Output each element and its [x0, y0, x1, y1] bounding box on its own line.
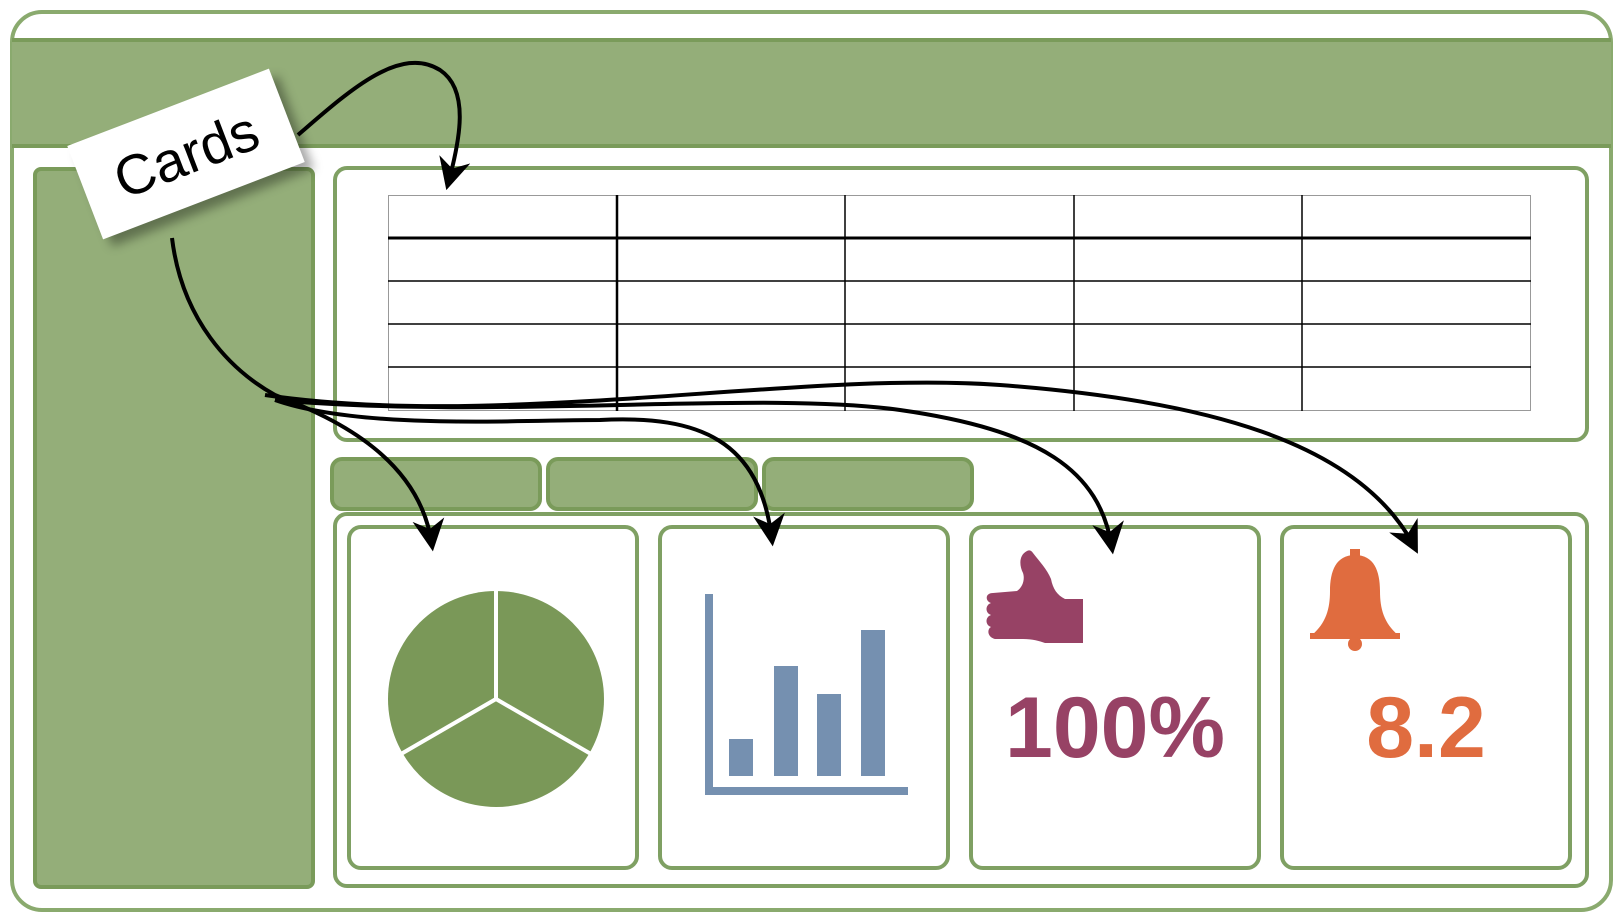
bar-chart-icon: [705, 594, 908, 795]
card-bar[interactable]: [658, 525, 950, 870]
tab-1[interactable]: [330, 457, 542, 511]
tab-2[interactable]: [546, 457, 758, 511]
data-table: [388, 195, 1531, 411]
card-pie[interactable]: [347, 525, 639, 870]
arrow-to-pie: [170, 237, 445, 552]
arrow-to-alerts: [264, 380, 1418, 554]
pie-chart-icon: [388, 589, 604, 807]
thumbs-up-icon: [986, 550, 1083, 643]
kpi-alerts-value: 8.2: [1366, 680, 1486, 776]
bell-icon: [1310, 549, 1400, 651]
arrow-to-bar: [274, 398, 785, 547]
card-kpi-alerts[interactable]: 8.2: [1280, 525, 1572, 870]
tab-3[interactable]: [762, 457, 974, 511]
kpi-approval-value: 100%: [1005, 680, 1225, 776]
arrow-to-table: [296, 60, 471, 191]
